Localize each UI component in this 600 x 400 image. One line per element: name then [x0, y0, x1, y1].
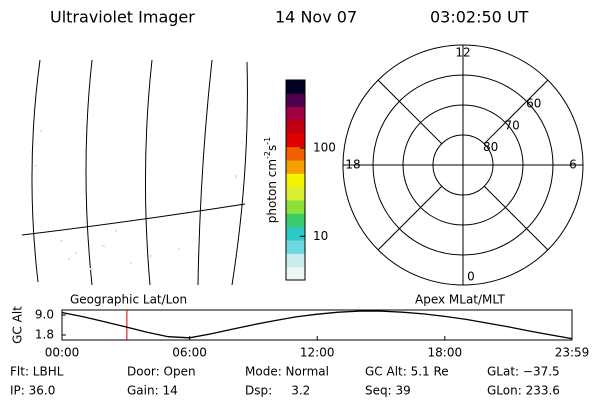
- color-step: [286, 253, 305, 268]
- meridian: [231, 61, 248, 286]
- unit: s: [265, 145, 279, 151]
- color-step: [286, 173, 305, 188]
- x-tick-label: 12:00: [300, 346, 335, 360]
- status-field: GC Alt: 5.1 Re: [365, 365, 449, 379]
- colorbar-frame: [285, 79, 306, 281]
- tick-label: 10: [313, 229, 328, 243]
- color-step: [286, 106, 305, 121]
- status-field: Gain: 14: [127, 384, 178, 398]
- mlt-label: 6: [569, 158, 577, 172]
- mlt-label: 0: [467, 270, 475, 284]
- emission-speckle: [35, 130, 237, 270]
- color-step: [286, 213, 305, 228]
- exponent: -2: [263, 151, 272, 159]
- x-tick-label: 06:00: [172, 346, 207, 360]
- lat-label: 60: [526, 97, 541, 111]
- color-step: [286, 200, 305, 214]
- meridian: [197, 59, 213, 286]
- x-tick-label: 23:59: [555, 346, 590, 360]
- parallel: [21, 203, 246, 236]
- spoke: [377, 185, 443, 251]
- altitude-plot: Geographic Lat/Lon Apex MLat/MLT GC Alt 1.8…: [11, 293, 590, 360]
- color-step: [286, 226, 305, 241]
- altitude-line: [61, 310, 573, 340]
- status-field: Mode: Normal: [245, 365, 329, 379]
- mlt-label: 18: [345, 158, 360, 172]
- spoke: [483, 79, 549, 145]
- colorbar: 10 100: [285, 79, 336, 281]
- color-step: [286, 133, 305, 148]
- color-step: [286, 186, 305, 201]
- color-step: [286, 160, 305, 174]
- meridian: [144, 59, 153, 286]
- colorbar-label: photon cm-2s-1: [263, 137, 279, 224]
- lat-label: 70: [505, 118, 520, 132]
- y-tick-label: 9.0: [35, 308, 54, 322]
- chart-title: Geographic Lat/Lon: [70, 293, 187, 307]
- footer: Flt: LBHL Door: Open Mode: Normal GC Alt: 5…: [10, 365, 560, 398]
- status-field: IP: 36.0: [10, 384, 55, 398]
- chart-subtitle: Apex MLat/MLT: [415, 293, 505, 307]
- status-field: Flt: LBHL: [10, 365, 64, 379]
- time: 03:02:50 UT: [430, 8, 529, 27]
- status-field: Door: Open: [127, 365, 196, 379]
- color-step: [286, 120, 305, 134]
- exponent: -1: [263, 137, 272, 145]
- mlt-label: 12: [455, 46, 470, 60]
- tick-label: 100: [313, 141, 336, 155]
- status-field: Dsp: 3.2: [245, 384, 310, 398]
- spoke: [377, 79, 443, 145]
- status-field: GLat: −37.5: [487, 365, 560, 379]
- x-tick-label: 00:00: [45, 346, 80, 360]
- y-tick-label: 1.8: [35, 328, 54, 342]
- lat-label: 80: [483, 140, 498, 154]
- instrument: Ultraviolet Imager: [50, 8, 195, 27]
- color-step: [286, 146, 305, 161]
- unit: photon cm: [265, 159, 279, 223]
- color-step: [286, 266, 305, 281]
- map: [21, 59, 248, 286]
- meridian: [85, 59, 93, 286]
- date: 14 Nov 07: [275, 8, 357, 27]
- spoke: [483, 185, 549, 251]
- color-step: [286, 93, 305, 108]
- y-axis-label: GC Alt: [11, 306, 25, 344]
- status-field: GLon: 233.6: [487, 384, 560, 398]
- meridian: [31, 59, 41, 283]
- status-field: Seq: 39: [365, 384, 411, 398]
- color-step: [286, 240, 305, 254]
- x-tick-label: 18:00: [428, 346, 463, 360]
- color-step: [286, 80, 305, 94]
